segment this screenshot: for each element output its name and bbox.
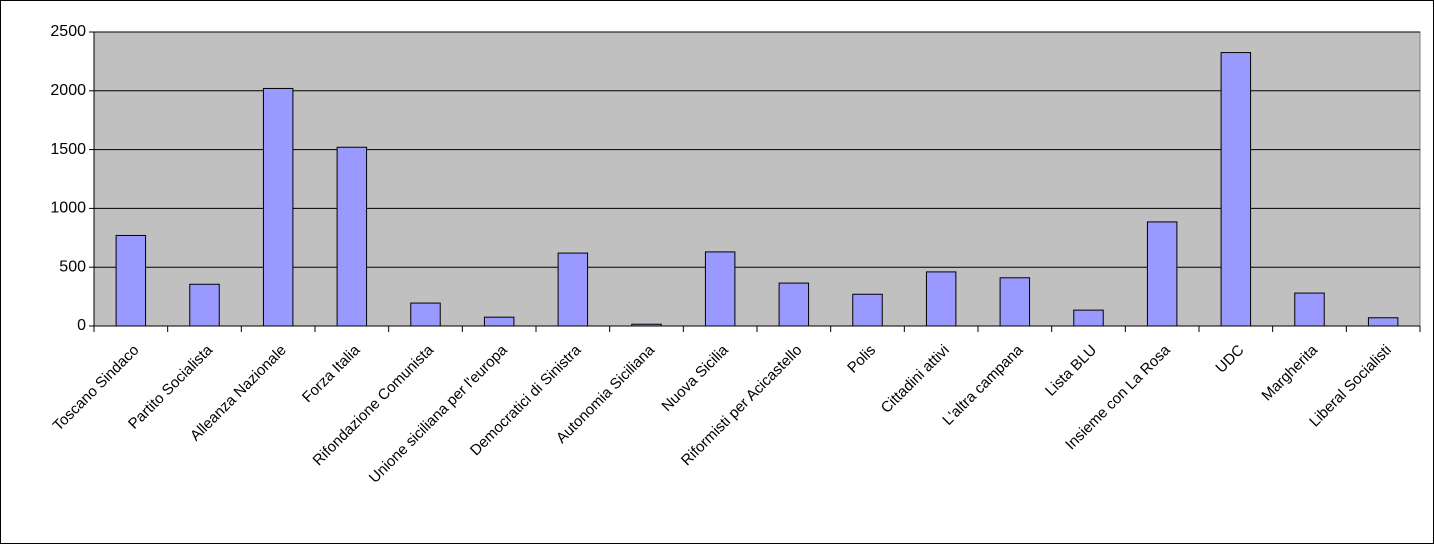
bar xyxy=(852,293,883,327)
bar xyxy=(631,323,662,327)
y-tick-label: 2000 xyxy=(50,82,86,99)
bar xyxy=(483,316,515,327)
bar xyxy=(925,271,957,327)
bar xyxy=(1146,221,1178,327)
bar xyxy=(999,277,1031,327)
y-tick-label: 1000 xyxy=(50,200,86,217)
bar xyxy=(1220,52,1252,327)
bar xyxy=(778,282,810,327)
bar xyxy=(189,283,220,327)
y-tick-label: 0 xyxy=(77,317,86,334)
plot-area xyxy=(93,31,1421,327)
bar xyxy=(1294,292,1325,327)
bar xyxy=(557,252,589,327)
bar xyxy=(262,87,294,327)
y-tick-label: 1500 xyxy=(50,141,86,158)
bar xyxy=(1367,317,1399,327)
bar xyxy=(410,302,441,327)
y-tick-label: 2500 xyxy=(50,23,86,40)
y-tick-label: 500 xyxy=(59,258,86,275)
bar xyxy=(1073,309,1104,327)
bar xyxy=(704,251,736,327)
bar xyxy=(115,234,147,327)
bar xyxy=(336,146,368,327)
